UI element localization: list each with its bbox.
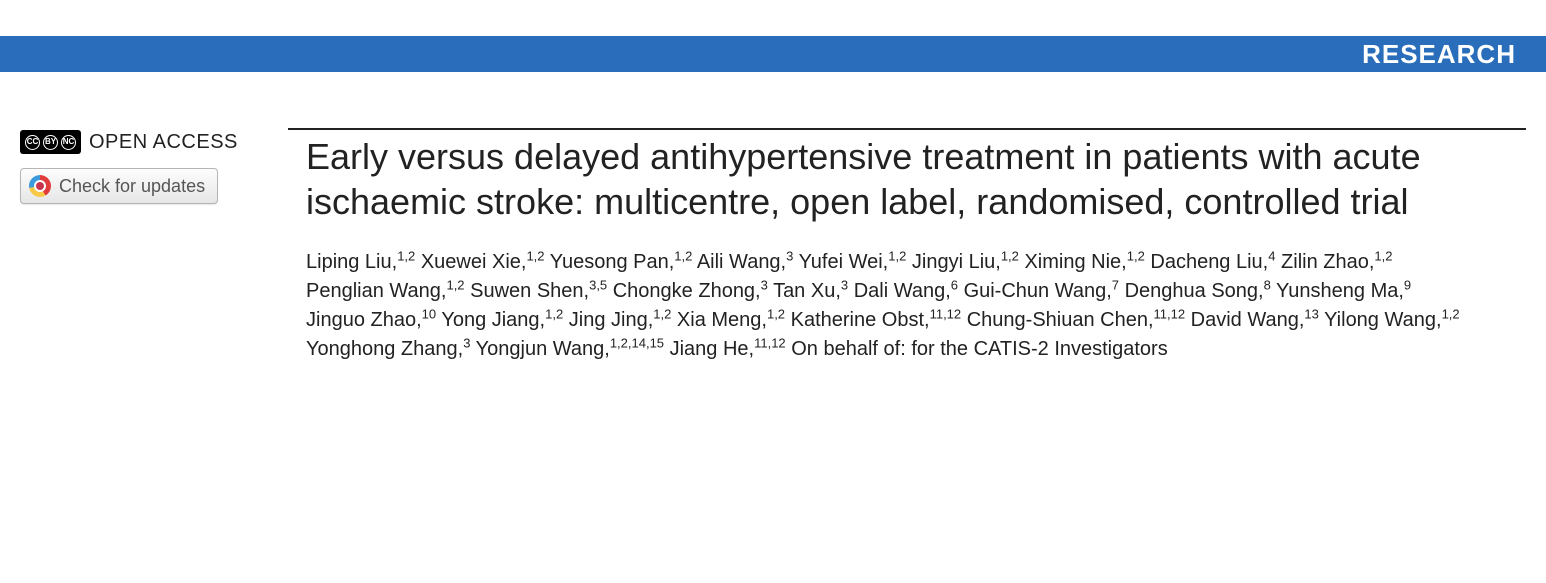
author-affiliation: 9 [1404,277,1411,292]
author-affiliation: 1,2,14,15 [610,335,664,350]
author-trailing: On behalf of: for the CATIS-2 Investigat… [791,338,1167,360]
author-affiliation: 1,2 [1442,306,1460,321]
author-list: Liping Liu,1,2 Xuewei Xie,1,2 Yuesong Pa… [306,248,1526,364]
author-affiliation: 1,2 [653,306,671,321]
author: Katherine Obst,11,12 [791,309,962,331]
author-affiliation: 13 [1304,306,1318,321]
author: Denghua Song,8 [1125,280,1271,302]
author-affiliation: 4 [1268,248,1275,263]
author: Yonghong Zhang,3 [306,338,470,360]
author-affiliation: 3 [761,277,768,292]
author: Tan Xu,3 [773,280,848,302]
author-affiliation: 11,12 [930,306,962,321]
open-access-badge: CC BY NC OPEN ACCESS [20,130,288,154]
author: Yuesong Pan,1,2 [550,251,693,273]
author-affiliation: 1,2 [767,306,785,321]
author-affiliation: 3 [786,248,793,263]
content-row: CC BY NC OPEN ACCESS Check for updates E… [0,128,1546,364]
author: Dali Wang,6 [854,280,958,302]
author: Dacheng Liu,4 [1150,251,1275,273]
author: Ximing Nie,1,2 [1024,251,1144,273]
author-affiliation: 1,2 [1001,248,1019,263]
author-affiliation: 3,5 [589,277,607,292]
author-affiliation: 8 [1264,277,1271,292]
author-affiliation: 3 [463,335,470,350]
author: Yilong Wang,1,2 [1324,309,1460,331]
article-header: Early versus delayed antihypertensive tr… [288,128,1526,364]
author-affiliation: 6 [951,277,958,292]
author: Jiang He,11,12 [670,338,786,360]
author: Yunsheng Ma,9 [1276,280,1411,302]
author: Yufei Wei,1,2 [799,251,907,273]
author-affiliation: 1,2 [397,248,415,263]
author: Jing Jing,1,2 [569,309,672,331]
author: Jinguo Zhao,10 [306,309,436,331]
author: Yong Jiang,1,2 [441,309,563,331]
author: Yongjun Wang,1,2,14,15 [476,338,664,360]
author-affiliation: 1,2 [1374,248,1392,263]
author: Suwen Shen,3,5 [470,280,607,302]
check-for-updates-button[interactable]: Check for updates [20,168,218,204]
author: Zilin Zhao,1,2 [1281,251,1392,273]
author-affiliation: 1,2 [545,306,563,321]
author-affiliation: 10 [422,306,436,321]
author: Liping Liu,1,2 [306,251,415,273]
open-access-label: OPEN ACCESS [89,131,238,154]
crossmark-icon [29,175,51,197]
author: Aili Wang,3 [697,251,794,273]
author-affiliation: 1,2 [526,248,544,263]
author-affiliation: 3 [841,277,848,292]
author: Chung-Shiuan Chen,11,12 [967,309,1185,331]
section-label: RESEARCH [1362,39,1516,70]
author-affiliation: 1,2 [1127,248,1145,263]
check-updates-label: Check for updates [59,176,205,197]
author-affiliation: 11,12 [754,335,786,350]
author-affiliation: 1,2 [674,248,692,263]
author-affiliation: 1,2 [888,248,906,263]
author: Chongke Zhong,3 [613,280,768,302]
left-sidebar: CC BY NC OPEN ACCESS Check for updates [20,128,288,364]
author: David Wang,13 [1191,309,1319,331]
author-affiliation: 1,2 [446,277,464,292]
author: Jingyi Liu,1,2 [912,251,1019,273]
author: Penglian Wang,1,2 [306,280,465,302]
author-affiliation: 7 [1112,277,1119,292]
author: Xia Meng,1,2 [677,309,785,331]
cc-license-icon: CC BY NC [20,130,81,154]
section-banner: RESEARCH [0,36,1546,72]
author: Xuewei Xie,1,2 [421,251,545,273]
article-title: Early versus delayed antihypertensive tr… [306,134,1526,224]
author-affiliation: 11,12 [1154,306,1186,321]
author: Gui-Chun Wang,7 [964,280,1119,302]
